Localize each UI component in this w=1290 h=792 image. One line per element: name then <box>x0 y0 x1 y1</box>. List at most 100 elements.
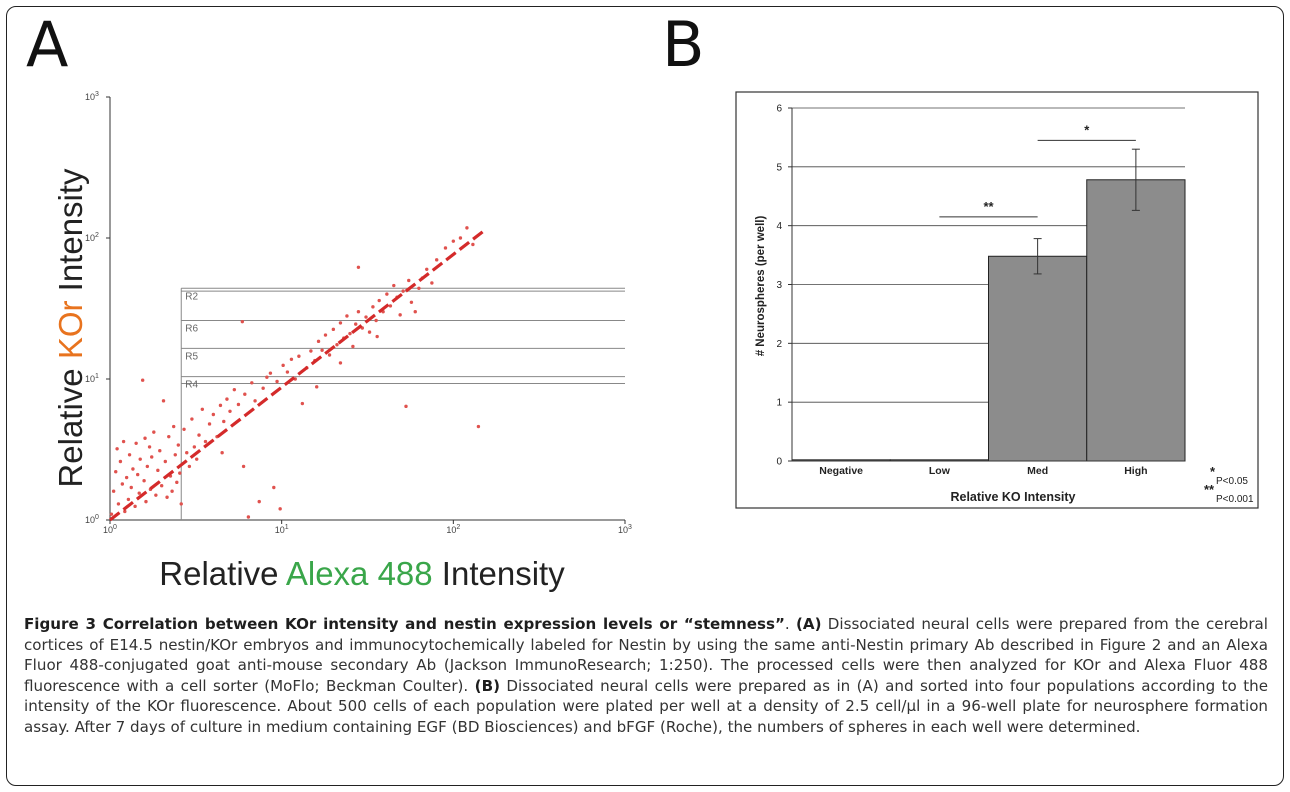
scatter-point <box>275 379 279 384</box>
panel-a-letter: A <box>26 8 69 81</box>
scatter-point <box>281 363 285 368</box>
scatter-point <box>338 361 343 365</box>
scatter-point <box>225 397 229 401</box>
scatter-point <box>465 226 469 230</box>
scatter-point <box>203 439 208 444</box>
significance-stars: ** <box>983 199 994 214</box>
scatter-point <box>134 441 138 445</box>
p-value-1-stars: * <box>1210 464 1216 479</box>
x-tick-label: 103 <box>618 524 632 535</box>
bars <box>791 148 1186 462</box>
scatter-point <box>257 499 261 504</box>
scatter-point <box>392 283 396 288</box>
scatter-point <box>126 497 131 502</box>
scatter-point <box>356 265 361 269</box>
scatter-axes <box>109 97 625 521</box>
scatter-point <box>163 459 168 464</box>
scatter-point <box>116 502 121 506</box>
bar-y-tick-label: 0 <box>776 457 782 468</box>
p-value-2-text: P<0.001 <box>1216 494 1254 505</box>
scatter-point <box>138 457 142 461</box>
scatter-point <box>241 464 246 469</box>
scatter-point <box>167 434 171 439</box>
x-tick-label: 102 <box>446 524 460 535</box>
scatter-point <box>211 412 216 417</box>
scatter-point <box>170 489 174 493</box>
scatter-point <box>176 443 181 447</box>
scatter-point <box>388 304 393 308</box>
scatter-point <box>458 236 463 240</box>
scatter-point <box>240 319 245 324</box>
significance-markers: *** <box>939 122 1136 218</box>
scatter-point <box>409 300 414 304</box>
gate-r5-label: R5 <box>185 351 198 362</box>
caption-part-a-label: (A) <box>795 615 822 633</box>
scatter-point <box>127 453 132 457</box>
gate-r4-label: R4 <box>185 380 198 391</box>
scatter-point <box>430 281 434 285</box>
scatter-point <box>192 445 197 449</box>
scatter-ticks: 100 101 102 103 100 101 102 103 <box>85 91 632 535</box>
scatter-point <box>137 491 141 495</box>
caption-title-end: . <box>784 615 790 633</box>
bar-y-tick-label: 4 <box>776 221 782 232</box>
scatter-point <box>195 457 199 461</box>
scatter-point <box>131 467 135 471</box>
significance-stars: * <box>1084 122 1090 137</box>
scatter-point <box>425 267 429 271</box>
scatter-point <box>232 387 237 392</box>
scatter-point <box>272 485 276 490</box>
scatter-point <box>356 310 361 314</box>
scatter-point <box>443 246 448 250</box>
scatter-point <box>156 468 160 473</box>
scatter-point <box>182 427 186 431</box>
p-value-2-stars: ** <box>1204 482 1215 497</box>
category-label-med: Med <box>1027 465 1048 477</box>
scatter-point <box>404 404 408 409</box>
bar-y-tick-label: 6 <box>776 104 782 115</box>
scatter-point <box>375 334 379 339</box>
bar-med <box>988 255 1088 462</box>
scatter-point <box>218 403 223 408</box>
scatter-point <box>407 278 411 283</box>
scatter-point <box>316 339 321 344</box>
scatter-point <box>165 495 169 499</box>
scatter-point <box>374 318 378 323</box>
bar-axes: 0 1 2 3 4 5 6 Negative Low Med High <box>776 104 1185 477</box>
scatter-point <box>398 313 402 317</box>
scatter-point <box>250 381 254 385</box>
scatter-point <box>300 401 305 406</box>
caption-part-b: Dissociated neural cells were prepared a… <box>24 676 1268 736</box>
scatter-point <box>145 464 150 469</box>
bar-chart-border <box>735 91 1259 509</box>
scatter-point <box>315 385 319 389</box>
gate-regions: R2 R6 R5 R4 <box>180 287 625 520</box>
scatter-point <box>114 470 118 474</box>
gate-r6-label: R6 <box>185 323 198 334</box>
scatter-point <box>327 353 332 357</box>
scatter-point <box>136 472 140 477</box>
caption-part-a: Dissociated neural cells were prepared f… <box>24 615 1268 695</box>
y-axis-label: Relative KOr Intensity <box>52 168 89 488</box>
figure-caption: Figure 3 Correlation between KOr intensi… <box>24 614 1268 738</box>
scatter-point <box>338 321 343 325</box>
scatter-point <box>175 480 179 485</box>
scatter-point <box>243 392 247 396</box>
scatter-point <box>171 424 176 429</box>
scatter-point <box>150 455 154 459</box>
scatter-point <box>197 433 201 437</box>
scatter-point <box>434 258 439 262</box>
scatter-point <box>351 344 355 349</box>
bar-x-axis-label: Relative KO Intensity <box>950 490 1075 504</box>
scatter-point <box>476 424 481 429</box>
panel-b-letter: B <box>662 8 705 81</box>
bar-y-tick-label: 2 <box>776 339 782 350</box>
y-tick-label: 101 <box>85 373 99 384</box>
bar-y-tick-label: 3 <box>776 280 782 291</box>
scatter-point <box>289 357 294 361</box>
scatter-point <box>178 471 182 475</box>
bar-y-tick-label: 5 <box>776 162 782 173</box>
scatter-point <box>320 348 324 352</box>
scatter-point <box>246 515 251 519</box>
